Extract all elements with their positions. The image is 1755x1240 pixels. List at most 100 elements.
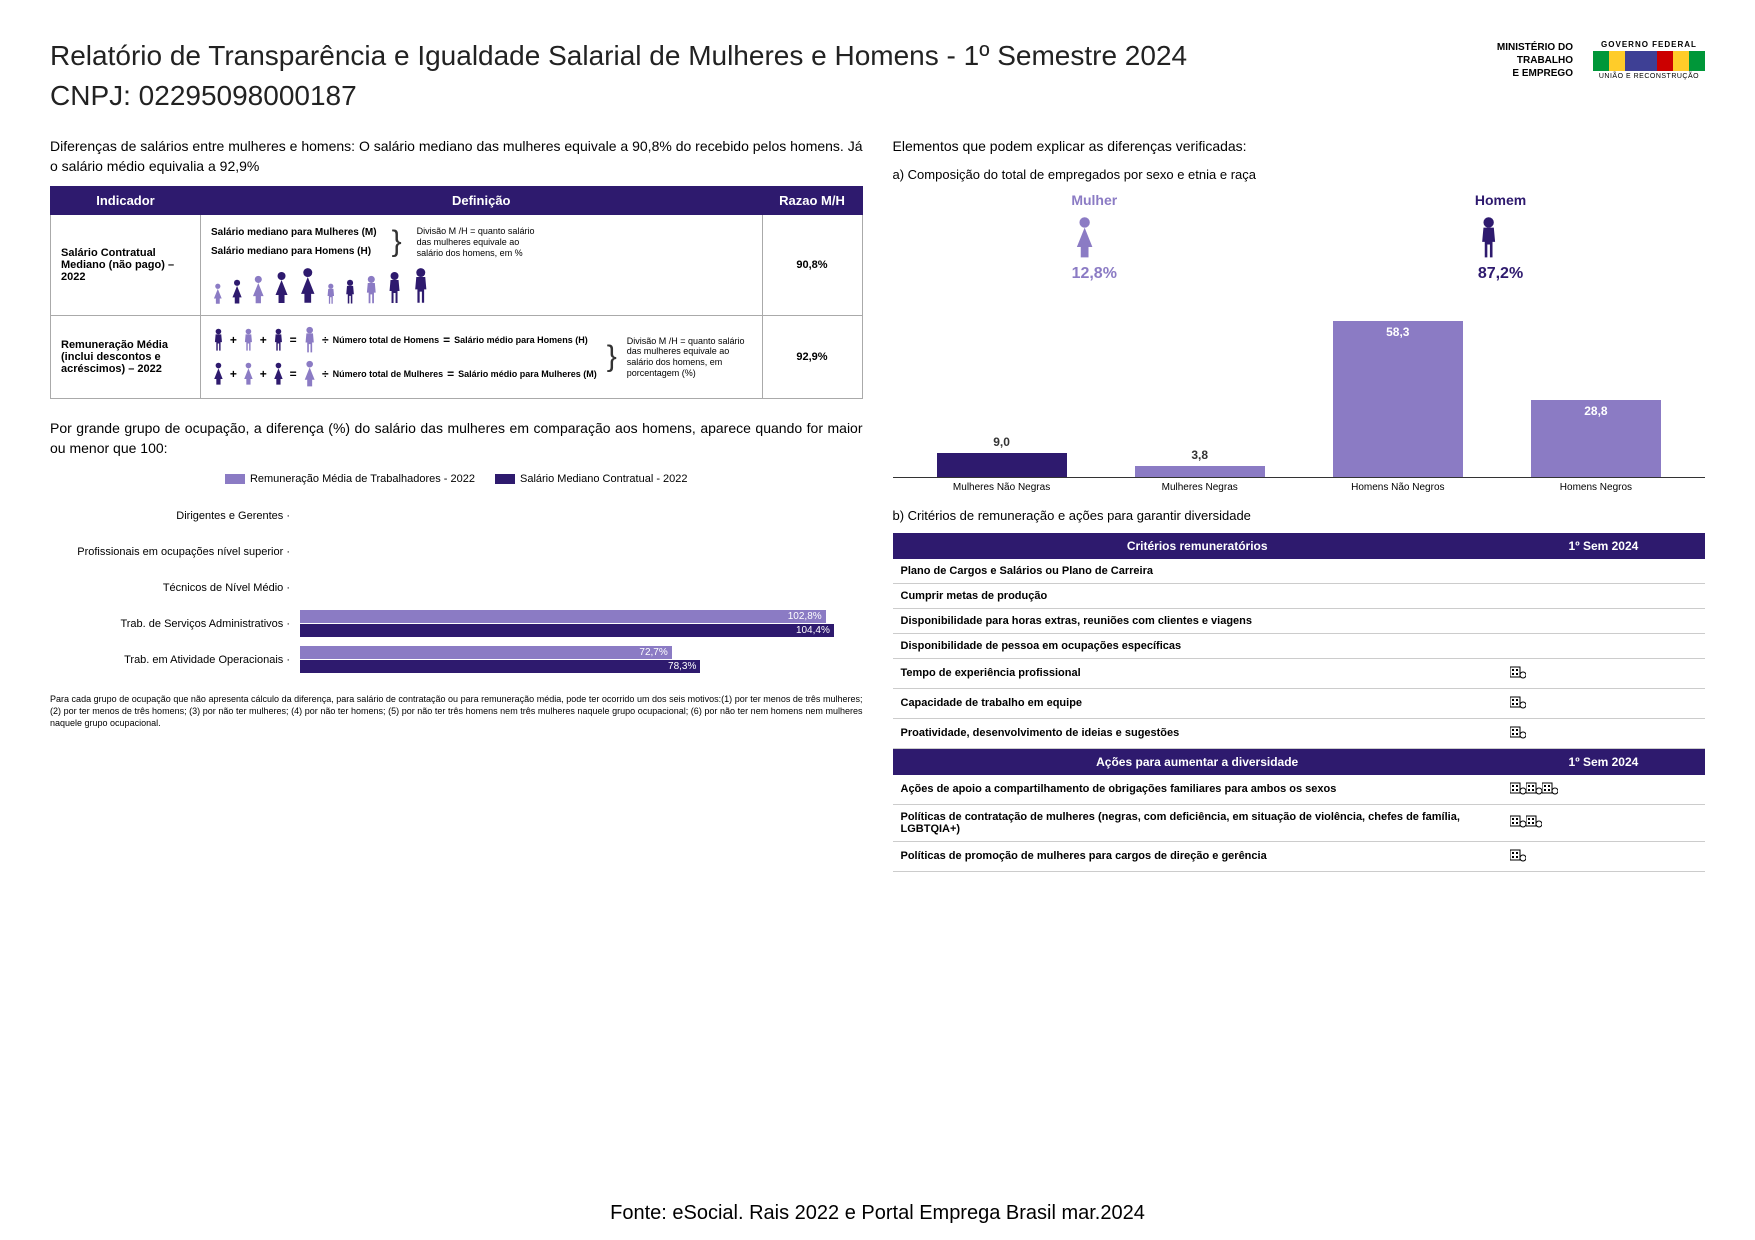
- hbar-row: Técnicos de Nível Médio ·: [50, 574, 863, 602]
- diversity-label: Ações de apoio a compartilhamento de obr…: [893, 775, 1502, 805]
- person-f-icon: [1071, 216, 1098, 260]
- left-intro: Diferenças de salários entre mulheres e …: [50, 137, 863, 176]
- table-row: Tempo de experiência profissional: [893, 658, 1706, 688]
- hbar-intro: Por grande grupo de ocupação, a diferenç…: [50, 419, 863, 458]
- criteria-value: [1502, 688, 1705, 718]
- section-b-title: b) Critérios de remuneração e ações para…: [893, 508, 1706, 523]
- definition-cell: Salário mediano para Mulheres (M) Salári…: [201, 215, 763, 316]
- criteria-label: Proatividade, desenvolvimento de ideias …: [893, 718, 1502, 748]
- table-row: Proatividade, desenvolvimento de ideias …: [893, 718, 1706, 748]
- hbar-category-label: Trab. em Atividade Operacionais ·: [50, 654, 300, 666]
- left-column: Diferenças de salários entre mulheres e …: [50, 137, 863, 872]
- table-row: Cumprir metas de produção: [893, 583, 1706, 608]
- building-icon: [1526, 814, 1542, 828]
- person-m-icon: [241, 328, 256, 352]
- table-row: Plano de Cargos e Salários ou Plano de C…: [893, 559, 1706, 584]
- criteria-table: Critérios remuneratórios 1º Sem 2024 Pla…: [893, 533, 1706, 872]
- building-icon: [1510, 781, 1526, 795]
- person-m-icon: [1475, 216, 1502, 260]
- header: Relatório de Transparência e Igualdade S…: [50, 40, 1705, 112]
- criteria-label: Cumprir metas de produção: [893, 583, 1502, 608]
- indicator-label: Salário Contratual Mediano (não pago) – …: [51, 215, 201, 316]
- hbar-category-label: Técnicos de Nível Médio ·: [50, 582, 300, 594]
- ministry-logo: MINISTÉRIO DO TRABALHO E EMPREGO: [1497, 41, 1573, 80]
- person-m-icon: [362, 275, 381, 305]
- th-indicator: Indicador: [51, 187, 201, 215]
- building-icon: [1510, 665, 1526, 679]
- hbar-legend: Remuneração Média de Trabalhadores - 202…: [50, 473, 863, 487]
- person-f-icon: [271, 271, 292, 305]
- vbar: 3,8 Mulheres Negras: [1135, 466, 1265, 476]
- ratio-value: 92,9%: [762, 316, 862, 399]
- building-icon: [1510, 725, 1526, 739]
- diversity-value: [1502, 804, 1705, 841]
- cnpj: CNPJ: 02295098000187: [50, 80, 1497, 112]
- vbar: 9,0 Mulheres Não Negras: [937, 453, 1067, 477]
- building-icon: [1510, 848, 1526, 862]
- diversity-label: Políticas de contratação de mulheres (ne…: [893, 804, 1502, 841]
- indicator-table: Indicador Definição Razao M/H Salário Co…: [50, 186, 863, 399]
- person-m-icon: [211, 328, 226, 352]
- criteria-value: [1502, 608, 1705, 633]
- person-f-icon: [241, 362, 256, 386]
- brasil-logo: GOVERNO FEDERAL UNIÃO E RECONSTRUÇÃO: [1593, 40, 1705, 80]
- building-icon: [1510, 814, 1526, 828]
- building-icon: [1526, 781, 1542, 795]
- criteria-value: [1502, 658, 1705, 688]
- div-header-period: 1º Sem 2024: [1502, 748, 1705, 775]
- gender-row: Mulher 12,8% Homem 87,2%: [893, 192, 1706, 283]
- criteria-label: Disponibilidade de pessoa em ocupações e…: [893, 633, 1502, 658]
- criteria-value: [1502, 559, 1705, 584]
- hbar-row: Profissionais em ocupações nível superio…: [50, 538, 863, 566]
- criteria-label: Disponibilidade para horas extras, reuni…: [893, 608, 1502, 633]
- criteria-value: [1502, 718, 1705, 748]
- criteria-value: [1502, 633, 1705, 658]
- gender-block: Mulher 12,8%: [1071, 192, 1117, 283]
- person-m-icon: [271, 328, 286, 352]
- ratio-value: 90,8%: [762, 215, 862, 316]
- diversity-label: Políticas de promoção de mulheres para c…: [893, 841, 1502, 871]
- crit-header-period: 1º Sem 2024: [1502, 533, 1705, 559]
- person-f-icon: [271, 362, 286, 386]
- gender-block: Homem 87,2%: [1475, 192, 1526, 283]
- hbar-row: Dirigentes e Gerentes ·: [50, 502, 863, 530]
- person-f-icon: [249, 275, 268, 305]
- hbar-category-label: Profissionais em ocupações nível superio…: [50, 546, 300, 558]
- diversity-value: [1502, 775, 1705, 805]
- title-block: Relatório de Transparência e Igualdade S…: [50, 40, 1497, 112]
- hbar-rows: Dirigentes e Gerentes · Profissionais em…: [50, 502, 863, 674]
- table-row: Capacidade de trabalho em equipe: [893, 688, 1706, 718]
- hbar-row: Trab. de Serviços Administrativos · 102,…: [50, 610, 863, 638]
- footnote: Para cada grupo de ocupação que não apre…: [50, 694, 863, 729]
- person-m-icon: [409, 267, 433, 305]
- th-definition: Definição: [201, 187, 763, 215]
- definition-cell: + + = ÷ Número total de Homens = Salário…: [201, 316, 763, 399]
- person-f-icon: [211, 362, 226, 386]
- table-row: Disponibilidade para horas extras, reuni…: [893, 608, 1706, 633]
- div-header: Ações para aumentar a diversidade: [893, 748, 1502, 775]
- vbar: 58,3 Homens Não Negros: [1333, 321, 1463, 476]
- section-a-title: a) Composição do total de empregados por…: [893, 167, 1706, 182]
- person-m-icon: [342, 279, 358, 305]
- table-row: Políticas de contratação de mulheres (ne…: [893, 804, 1706, 841]
- legend-item: Remuneração Média de Trabalhadores - 202…: [225, 473, 475, 485]
- hbar-category-label: Trab. de Serviços Administrativos ·: [50, 618, 300, 630]
- vbar-chart: 9,0 Mulheres Não Negras 3,8 Mulheres Neg…: [893, 298, 1706, 478]
- table-row: Políticas de promoção de mulheres para c…: [893, 841, 1706, 871]
- page-title: Relatório de Transparência e Igualdade S…: [50, 40, 1497, 72]
- indicator-label: Remuneração Média (inclui descontos e ac…: [51, 316, 201, 399]
- hbar-category-label: Dirigentes e Gerentes ·: [50, 510, 300, 522]
- vbar: 28,8 Homens Negros: [1531, 400, 1661, 477]
- table-row: Ações de apoio a compartilhamento de obr…: [893, 775, 1706, 805]
- person-m-icon: [301, 326, 318, 354]
- person-m-icon: [324, 283, 338, 305]
- hbar-chart: Remuneração Média de Trabalhadores - 202…: [50, 473, 863, 674]
- person-m-icon: [384, 271, 405, 305]
- criteria-label: Capacidade de trabalho em equipe: [893, 688, 1502, 718]
- diversity-value: [1502, 841, 1705, 871]
- criteria-label: Plano de Cargos e Salários ou Plano de C…: [893, 559, 1502, 584]
- building-icon: [1510, 695, 1526, 709]
- hbar-row: Trab. em Atividade Operacionais · 72,7% …: [50, 646, 863, 674]
- criteria-label: Tempo de experiência profissional: [893, 658, 1502, 688]
- legend-item: Salário Mediano Contratual - 2022: [495, 473, 688, 485]
